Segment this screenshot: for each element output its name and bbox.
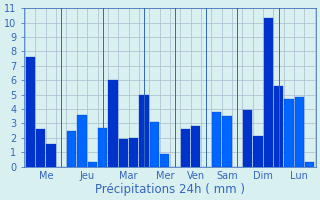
Bar (46, 144, 56, 167)
Bar (181, 129, 190, 167)
Bar (140, 95, 149, 167)
Bar (264, 18, 273, 167)
Bar (191, 126, 200, 167)
Bar (26, 57, 35, 167)
Bar (284, 99, 293, 167)
Bar (88, 162, 97, 167)
Bar (36, 129, 45, 167)
Bar (129, 138, 138, 167)
X-axis label: Précipitations 24h ( mm ): Précipitations 24h ( mm ) (95, 183, 245, 196)
Bar (253, 136, 262, 167)
Bar (108, 80, 118, 167)
Bar (295, 97, 304, 167)
Bar (119, 139, 128, 167)
Bar (160, 154, 169, 167)
Bar (77, 115, 87, 167)
Bar (274, 86, 283, 167)
Bar (212, 112, 221, 167)
Bar (243, 110, 252, 167)
Bar (98, 128, 107, 167)
Bar (222, 116, 231, 167)
Bar (305, 162, 314, 167)
Bar (67, 131, 76, 167)
Bar (150, 122, 159, 167)
